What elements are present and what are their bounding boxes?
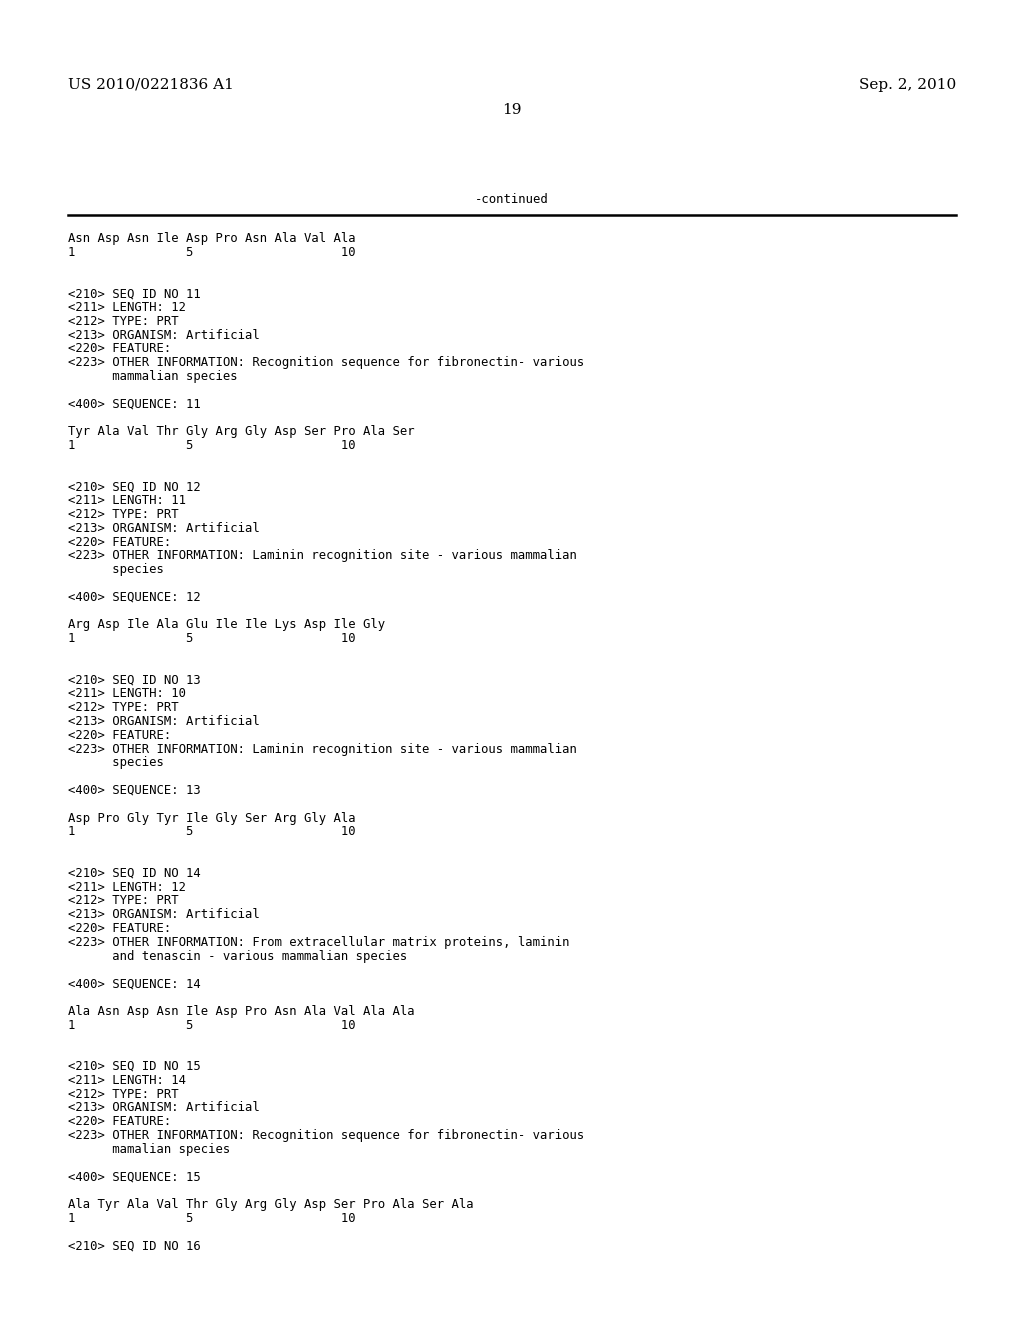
Text: <223> OTHER INFORMATION: From extracellular matrix proteins, laminin: <223> OTHER INFORMATION: From extracellu…: [68, 936, 569, 949]
Text: <212> TYPE: PRT: <212> TYPE: PRT: [68, 701, 178, 714]
Text: <211> LENGTH: 10: <211> LENGTH: 10: [68, 688, 186, 701]
Text: 1               5                    10: 1 5 10: [68, 1212, 355, 1225]
Text: Asn Asp Asn Ile Asp Pro Asn Ala Val Ala: Asn Asp Asn Ile Asp Pro Asn Ala Val Ala: [68, 232, 355, 246]
Text: <213> ORGANISM: Artificial: <213> ORGANISM: Artificial: [68, 908, 260, 921]
Text: species: species: [68, 756, 164, 770]
Text: <211> LENGTH: 12: <211> LENGTH: 12: [68, 880, 186, 894]
Text: <210> SEQ ID NO 12: <210> SEQ ID NO 12: [68, 480, 201, 494]
Text: US 2010/0221836 A1: US 2010/0221836 A1: [68, 78, 233, 92]
Text: <400> SEQUENCE: 15: <400> SEQUENCE: 15: [68, 1171, 201, 1184]
Text: <400> SEQUENCE: 11: <400> SEQUENCE: 11: [68, 397, 201, 411]
Text: 1               5                    10: 1 5 10: [68, 440, 355, 451]
Text: Sep. 2, 2010: Sep. 2, 2010: [859, 78, 956, 92]
Text: <220> FEATURE:: <220> FEATURE:: [68, 1115, 171, 1129]
Text: and tenascin - various mammalian species: and tenascin - various mammalian species: [68, 949, 408, 962]
Text: <211> LENGTH: 14: <211> LENGTH: 14: [68, 1073, 186, 1086]
Text: <400> SEQUENCE: 14: <400> SEQUENCE: 14: [68, 977, 201, 990]
Text: <212> TYPE: PRT: <212> TYPE: PRT: [68, 314, 178, 327]
Text: <210> SEQ ID NO 16: <210> SEQ ID NO 16: [68, 1239, 201, 1253]
Text: 1               5                    10: 1 5 10: [68, 1019, 355, 1032]
Text: <213> ORGANISM: Artificial: <213> ORGANISM: Artificial: [68, 715, 260, 729]
Text: <212> TYPE: PRT: <212> TYPE: PRT: [68, 895, 178, 907]
Text: Ala Asn Asp Asn Ile Asp Pro Asn Ala Val Ala Ala: Ala Asn Asp Asn Ile Asp Pro Asn Ala Val …: [68, 1005, 415, 1018]
Text: <400> SEQUENCE: 13: <400> SEQUENCE: 13: [68, 784, 201, 797]
Text: 1               5                    10: 1 5 10: [68, 246, 355, 259]
Text: <211> LENGTH: 11: <211> LENGTH: 11: [68, 494, 186, 507]
Text: <210> SEQ ID NO 14: <210> SEQ ID NO 14: [68, 867, 201, 880]
Text: Asp Pro Gly Tyr Ile Gly Ser Arg Gly Ala: Asp Pro Gly Tyr Ile Gly Ser Arg Gly Ala: [68, 812, 355, 825]
Text: <220> FEATURE:: <220> FEATURE:: [68, 536, 171, 549]
Text: <213> ORGANISM: Artificial: <213> ORGANISM: Artificial: [68, 329, 260, 342]
Text: <220> FEATURE:: <220> FEATURE:: [68, 342, 171, 355]
Text: <400> SEQUENCE: 12: <400> SEQUENCE: 12: [68, 591, 201, 603]
Text: <223> OTHER INFORMATION: Recognition sequence for fibronectin- various: <223> OTHER INFORMATION: Recognition seq…: [68, 1129, 585, 1142]
Text: <220> FEATURE:: <220> FEATURE:: [68, 921, 171, 935]
Text: <212> TYPE: PRT: <212> TYPE: PRT: [68, 1088, 178, 1101]
Text: <223> OTHER INFORMATION: Recognition sequence for fibronectin- various: <223> OTHER INFORMATION: Recognition seq…: [68, 356, 585, 370]
Text: <210> SEQ ID NO 15: <210> SEQ ID NO 15: [68, 1060, 201, 1073]
Text: Ala Tyr Ala Val Thr Gly Arg Gly Asp Ser Pro Ala Ser Ala: Ala Tyr Ala Val Thr Gly Arg Gly Asp Ser …: [68, 1199, 474, 1210]
Text: mammalian species: mammalian species: [68, 370, 238, 383]
Text: mamalian species: mamalian species: [68, 1143, 230, 1156]
Text: species: species: [68, 564, 164, 577]
Text: <213> ORGANISM: Artificial: <213> ORGANISM: Artificial: [68, 521, 260, 535]
Text: <210> SEQ ID NO 13: <210> SEQ ID NO 13: [68, 673, 201, 686]
Text: 1               5                    10: 1 5 10: [68, 825, 355, 838]
Text: <212> TYPE: PRT: <212> TYPE: PRT: [68, 508, 178, 521]
Text: <211> LENGTH: 12: <211> LENGTH: 12: [68, 301, 186, 314]
Text: Arg Asp Ile Ala Glu Ile Ile Lys Asp Ile Gly: Arg Asp Ile Ala Glu Ile Ile Lys Asp Ile …: [68, 618, 385, 631]
Text: 19: 19: [502, 103, 522, 117]
Text: Tyr Ala Val Thr Gly Arg Gly Asp Ser Pro Ala Ser: Tyr Ala Val Thr Gly Arg Gly Asp Ser Pro …: [68, 425, 415, 438]
Text: <223> OTHER INFORMATION: Laminin recognition site - various mammalian: <223> OTHER INFORMATION: Laminin recogni…: [68, 549, 577, 562]
Text: -continued: -continued: [475, 193, 549, 206]
Text: <220> FEATURE:: <220> FEATURE:: [68, 729, 171, 742]
Text: 1               5                    10: 1 5 10: [68, 632, 355, 645]
Text: <223> OTHER INFORMATION: Laminin recognition site - various mammalian: <223> OTHER INFORMATION: Laminin recogni…: [68, 743, 577, 755]
Text: <213> ORGANISM: Artificial: <213> ORGANISM: Artificial: [68, 1101, 260, 1114]
Text: <210> SEQ ID NO 11: <210> SEQ ID NO 11: [68, 288, 201, 300]
